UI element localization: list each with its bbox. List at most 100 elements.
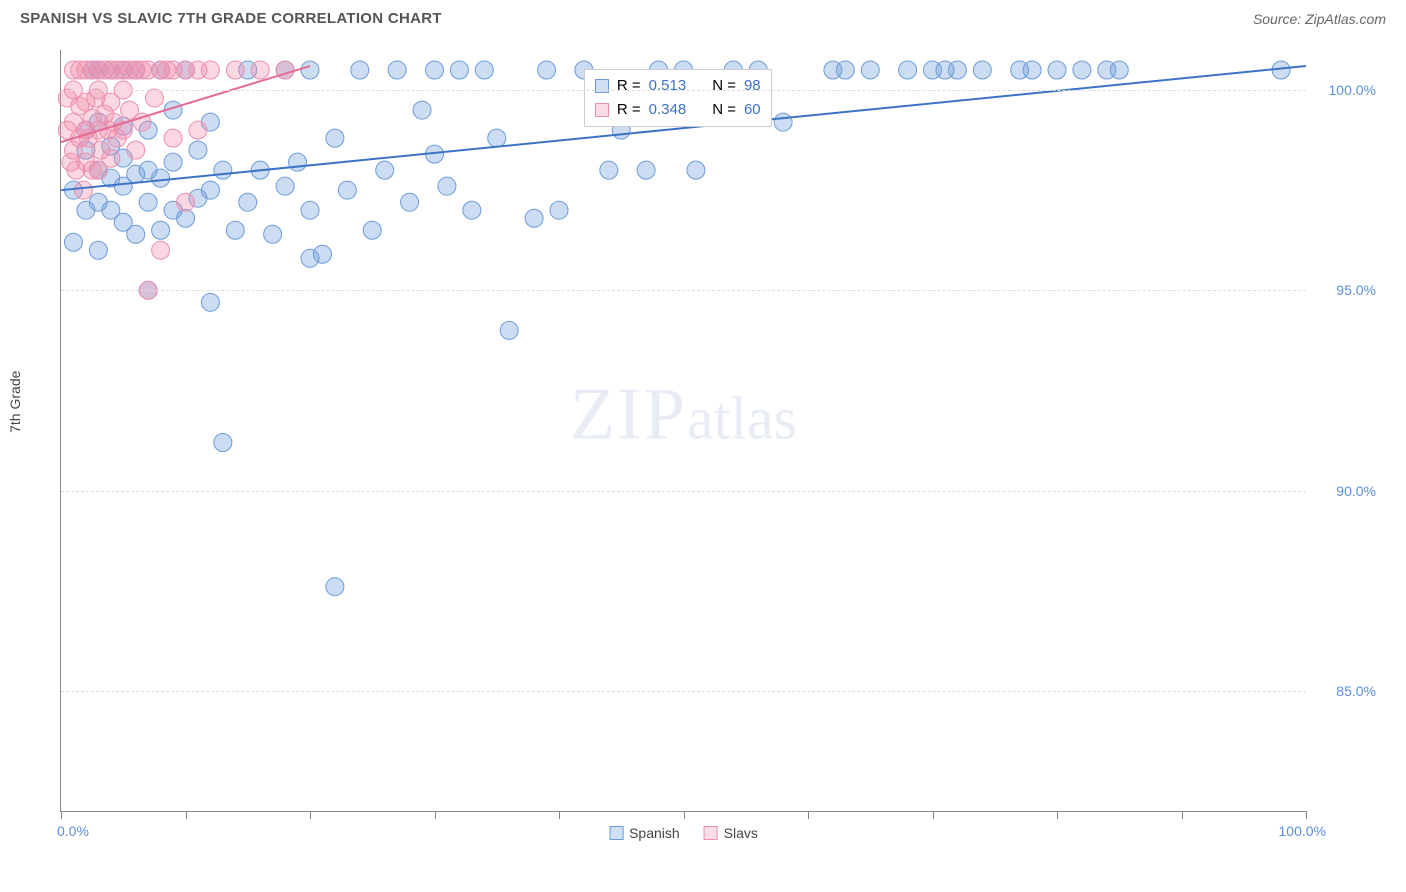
data-point: [326, 129, 344, 147]
data-point: [450, 61, 468, 79]
header: SPANISH VS SLAVIC 7TH GRADE CORRELATION …: [0, 0, 1406, 33]
data-point: [127, 225, 145, 243]
data-point: [463, 201, 481, 219]
y-tick-label: 100.0%: [1329, 82, 1376, 98]
stats-n-value: 98: [744, 74, 761, 98]
data-point: [525, 209, 543, 227]
stats-r-value: 0.513: [649, 74, 687, 98]
x-tick: [684, 811, 685, 819]
stats-n-label: N =: [712, 98, 736, 122]
data-point: [201, 181, 219, 199]
x-min-label: 0.0%: [57, 823, 89, 839]
data-point: [164, 153, 182, 171]
data-point: [351, 61, 369, 79]
data-point: [438, 177, 456, 195]
data-point: [973, 61, 991, 79]
data-point: [276, 177, 294, 195]
data-point: [550, 201, 568, 219]
data-point: [313, 245, 331, 263]
scatter-svg: [61, 50, 1306, 811]
x-tick: [933, 811, 934, 819]
legend-label: Spanish: [629, 825, 680, 841]
stats-row: R = 0.348 N = 60: [595, 98, 761, 122]
data-point: [363, 221, 381, 239]
data-point: [89, 241, 107, 259]
gridline-h: [61, 491, 1306, 492]
data-point: [1023, 61, 1041, 79]
legend-swatch: [704, 826, 718, 840]
x-tick: [61, 811, 62, 819]
data-point: [376, 161, 394, 179]
data-point: [538, 61, 556, 79]
data-point: [637, 161, 655, 179]
chart-title: SPANISH VS SLAVIC 7TH GRADE CORRELATION …: [20, 10, 442, 27]
data-point: [127, 141, 145, 159]
legend-item: Slavs: [704, 825, 758, 841]
x-tick: [808, 811, 809, 819]
data-point: [251, 61, 269, 79]
data-point: [1073, 61, 1091, 79]
data-point: [1110, 61, 1128, 79]
data-point: [426, 61, 444, 79]
plot-area: ZIPatlas 0.0% 100.0% SpanishSlavs R = 0.…: [60, 50, 1306, 812]
y-tick-label: 95.0%: [1336, 282, 1376, 298]
data-point: [413, 101, 431, 119]
data-point: [226, 61, 244, 79]
x-tick: [1306, 811, 1307, 819]
data-point: [899, 61, 917, 79]
data-point: [289, 153, 307, 171]
chart-container: 7th Grade ZIPatlas 0.0% 100.0% SpanishSl…: [20, 40, 1386, 872]
data-point: [152, 241, 170, 259]
data-point: [177, 209, 195, 227]
legend-item: Spanish: [609, 825, 680, 841]
stats-r-value: 0.348: [649, 98, 687, 122]
legend-bottom: Spanish Slavs: [609, 825, 758, 841]
y-axis-label: 7th Grade: [7, 371, 23, 433]
data-point: [201, 293, 219, 311]
data-point: [338, 181, 356, 199]
data-point: [214, 161, 232, 179]
stats-swatch: [595, 103, 609, 117]
data-point: [600, 161, 618, 179]
data-point: [164, 129, 182, 147]
x-tick: [559, 811, 560, 819]
x-max-label: 100.0%: [1279, 823, 1326, 839]
data-point: [201, 61, 219, 79]
data-point: [301, 201, 319, 219]
data-point: [500, 321, 518, 339]
data-point: [102, 149, 120, 167]
data-point: [774, 113, 792, 131]
stats-r-label: R =: [617, 74, 641, 98]
x-tick: [310, 811, 311, 819]
data-point: [301, 61, 319, 79]
data-point: [214, 434, 232, 452]
y-tick-label: 90.0%: [1336, 483, 1376, 499]
data-point: [475, 61, 493, 79]
data-point: [145, 89, 163, 107]
data-point: [74, 181, 92, 199]
legend-label: Slavs: [724, 825, 758, 841]
data-point: [388, 61, 406, 79]
x-tick: [186, 811, 187, 819]
data-point: [152, 169, 170, 187]
data-point: [189, 121, 207, 139]
stats-box: R = 0.513 N = 98 R = 0.348 N = 60: [584, 69, 772, 127]
data-point: [239, 193, 257, 211]
x-tick: [1057, 811, 1058, 819]
data-point: [401, 193, 419, 211]
source-credit: Source: ZipAtlas.com: [1253, 11, 1386, 27]
data-point: [948, 61, 966, 79]
data-point: [152, 221, 170, 239]
data-point: [264, 225, 282, 243]
data-point: [139, 193, 157, 211]
data-point: [861, 61, 879, 79]
x-tick: [435, 811, 436, 819]
stats-row: R = 0.513 N = 98: [595, 74, 761, 98]
gridline-h: [61, 290, 1306, 291]
gridline-h: [61, 691, 1306, 692]
stats-n-label: N =: [712, 74, 736, 98]
data-point: [64, 233, 82, 251]
data-point: [326, 578, 344, 596]
legend-swatch: [609, 826, 623, 840]
data-point: [189, 141, 207, 159]
